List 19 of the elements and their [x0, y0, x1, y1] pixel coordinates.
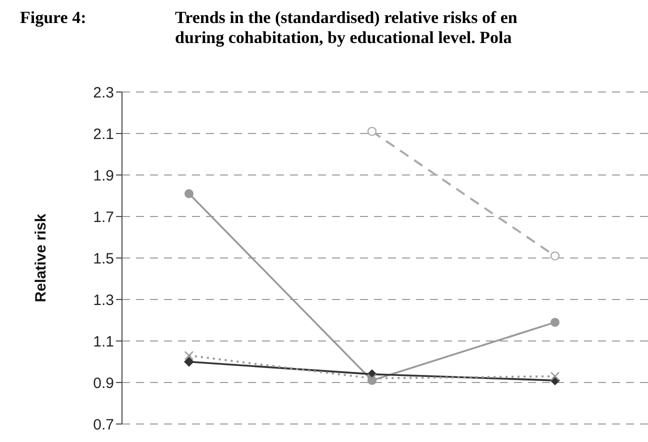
point [184, 350, 194, 360]
caption: Figure 4: [20, 8, 88, 28]
y-tick-label: 2.3 [93, 84, 114, 102]
y-tick-label: 0.7 [93, 416, 114, 434]
y-tick-label: 1.9 [93, 167, 114, 184]
point [184, 189, 194, 198]
y-tick-label: 0.9 [93, 374, 114, 392]
y-tick-label: 1.7 [93, 208, 114, 226]
point [184, 356, 194, 367]
point [367, 126, 377, 136]
point [550, 251, 560, 261]
chart-title: Trends in the (standardised) relative risks of en during cohabitation, by educational level. Pola [175, 8, 518, 48]
point [550, 372, 560, 381]
y-tick-label: 1.5 [93, 250, 114, 268]
y-tick-label: 2.1 [93, 126, 114, 143]
y-tick-label: 1.3 [93, 292, 114, 309]
y-tick-label: 1.1 [93, 333, 114, 350]
point [550, 318, 560, 327]
y-axis-title: Relative risk [32, 213, 50, 302]
